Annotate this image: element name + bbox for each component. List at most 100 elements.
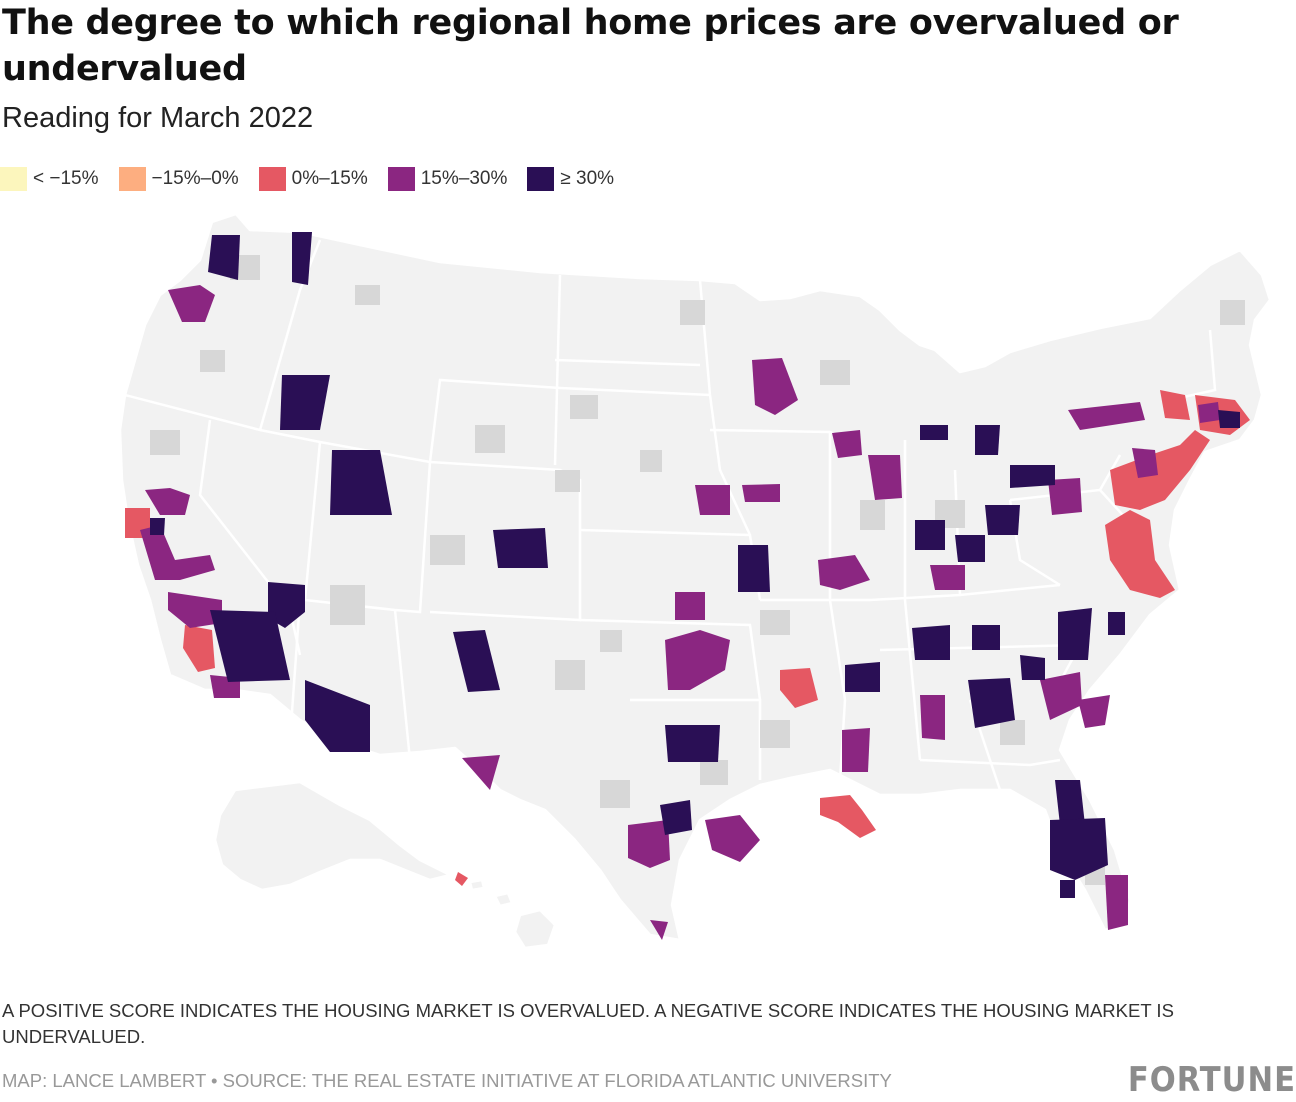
state-border xyxy=(554,358,701,367)
metro-las-vegas xyxy=(268,582,305,628)
metro-omaha xyxy=(695,485,730,515)
metro-grand-rapids xyxy=(920,425,948,440)
metro-raleigh xyxy=(1058,608,1092,660)
metro-naples xyxy=(1060,880,1075,898)
metro-nashville xyxy=(912,625,950,660)
metro-philly-dc xyxy=(1105,510,1175,598)
metro-pittsburgh xyxy=(1048,478,1082,515)
metro-nodata xyxy=(680,300,705,325)
metro-madison xyxy=(832,430,862,458)
metro-detroit xyxy=(975,425,1000,455)
metro-nodata xyxy=(760,610,790,635)
legend-label-0-15: 0%–15% xyxy=(291,168,368,189)
hawaii-maui xyxy=(493,891,514,908)
state-border xyxy=(553,274,562,466)
metro-baton-rouge xyxy=(820,795,876,838)
metro-hartford xyxy=(1198,402,1220,423)
metro-fresno xyxy=(140,525,215,580)
metro-louisville xyxy=(955,535,985,562)
metro-albany xyxy=(1160,390,1190,420)
metro-worcester xyxy=(1218,410,1240,428)
metro-el-paso xyxy=(462,755,500,790)
legend-label-minus15-0: −15%–0% xyxy=(151,168,239,189)
metro-nodata xyxy=(600,780,630,808)
metros-0-15 xyxy=(125,390,1250,886)
metro-sacramento xyxy=(145,488,190,515)
metro-nodata xyxy=(1000,720,1025,745)
metro-atlanta xyxy=(968,678,1015,728)
metros-over-30 xyxy=(150,232,1240,898)
metro-corpus xyxy=(650,920,668,940)
metro-ny-nj xyxy=(1110,430,1210,510)
legend-item-under-15: < −15% xyxy=(0,167,99,191)
hawaii-oahu xyxy=(468,878,486,892)
state-border xyxy=(198,419,302,656)
metro-cincy xyxy=(930,565,965,590)
legend-swatch-under-15 xyxy=(0,167,27,191)
metro-kansas-city xyxy=(738,545,770,592)
metro-buffalo xyxy=(1068,402,1145,430)
metro-nodata xyxy=(760,720,790,748)
metro-memphis xyxy=(845,662,880,692)
metro-reno xyxy=(150,518,165,535)
metro-st-louis xyxy=(818,555,870,590)
metro-montgomery xyxy=(842,728,870,772)
hawaii-big-island xyxy=(513,908,557,950)
metro-nodata xyxy=(555,660,585,690)
state-border xyxy=(919,758,1061,767)
metro-nodata xyxy=(150,430,180,455)
metro-nodata xyxy=(570,395,598,419)
legend-swatch-15-30 xyxy=(387,167,415,191)
metro-cleveland xyxy=(1010,465,1055,488)
legend-item-0-15: 0%–15% xyxy=(258,167,368,191)
metro-charlotte xyxy=(1040,672,1082,720)
source-credit: MAP: LANCE LAMBERT • SOURCE: THE REAL ES… xyxy=(2,1070,892,1091)
metro-nodata xyxy=(200,350,225,372)
metro-salt-lake xyxy=(330,450,392,515)
state-border xyxy=(579,528,751,537)
metro-des-moines xyxy=(742,484,780,502)
state-border xyxy=(258,239,322,431)
metro-albuquerque xyxy=(453,630,500,692)
metro-hawaii xyxy=(455,872,468,886)
metro-inland-empire xyxy=(168,592,222,628)
metro-austin xyxy=(665,725,720,762)
metro-los-angeles xyxy=(183,625,215,672)
metro-minneapolis xyxy=(752,358,798,415)
metro-phoenix xyxy=(305,680,370,752)
metro-chicago xyxy=(868,455,902,500)
metro-nodata xyxy=(700,760,728,785)
chart-title: The degree to which regional home prices… xyxy=(2,3,1179,89)
metro-nodata xyxy=(330,585,365,625)
metro-nodata xyxy=(820,360,850,385)
metros-15-30 xyxy=(140,285,1220,940)
metro-nc-east xyxy=(1108,612,1125,635)
state-border xyxy=(760,583,1061,602)
metro-orlando-tampa xyxy=(1050,818,1108,880)
legend-swatch-over-30 xyxy=(527,167,555,191)
metro-indianapolis xyxy=(915,520,945,550)
legend-label-15-30: 15%–30% xyxy=(420,168,508,189)
metro-greenville xyxy=(1020,655,1045,680)
metro-denver xyxy=(493,528,548,568)
metro-wilmington-nc xyxy=(1078,695,1110,728)
legend-label-over-30: ≥ 30% xyxy=(560,168,615,189)
metro-nodata xyxy=(430,535,465,565)
us-land xyxy=(118,212,1272,950)
state-border xyxy=(288,599,302,741)
footnote: A positive score indicates the housing m… xyxy=(2,1000,1174,1047)
metro-nodata xyxy=(860,500,885,530)
state-border xyxy=(903,440,922,761)
metro-san-antonio-north xyxy=(660,800,692,835)
legend: < −15% −15%–0% 0%–15% 15%–30% ≥ 30% xyxy=(0,167,634,191)
metro-nodata xyxy=(600,630,622,652)
metro-spokane xyxy=(292,232,312,285)
metro-nodata xyxy=(555,470,580,492)
us-map xyxy=(118,212,1272,950)
metro-columbus xyxy=(985,505,1020,535)
metro-miami xyxy=(1105,875,1128,930)
state-border xyxy=(579,618,762,701)
legend-item-over-30: ≥ 30% xyxy=(527,167,614,191)
fortune-logo: FORTUNE xyxy=(1127,1060,1296,1100)
metro-okc xyxy=(675,592,705,620)
